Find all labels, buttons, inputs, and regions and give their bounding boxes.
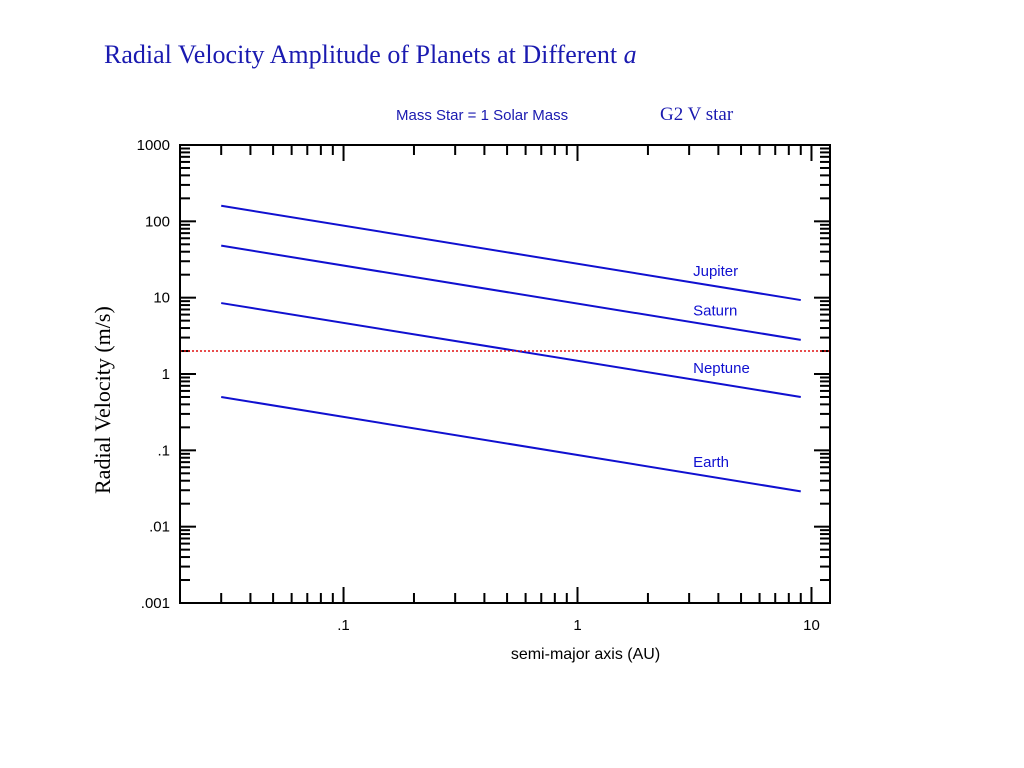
series-line-earth (221, 395, 801, 493)
series-label-saturn: Saturn (693, 303, 737, 320)
series-line-jupiter (221, 204, 801, 302)
chart-title-italic: a (623, 40, 637, 69)
y-tick-label: .01 (149, 519, 170, 536)
chart-subtitle: Mass Star = 1 Solar Mass (396, 107, 569, 124)
y-tick-label: 1 (162, 366, 170, 383)
x-axis-label: semi-major axis (AU) (511, 646, 660, 663)
y-tick-label: .1 (157, 442, 170, 459)
series-line-saturn (221, 244, 801, 341)
series-lines (180, 204, 830, 493)
x-tick-label: 1 (573, 617, 581, 634)
plot-frame (179, 144, 831, 604)
series-label-neptune: Neptune (693, 360, 750, 377)
series-label-earth: Earth (693, 454, 729, 471)
series-label-jupiter: Jupiter (693, 263, 738, 280)
y-tick-label: .001 (141, 595, 170, 612)
x-tick-label: 10 (803, 617, 820, 634)
y-tick-label: 10 (153, 290, 170, 307)
tick-labels: .1 1 10 .001 .01 .1 1 10 100 1000 (137, 137, 820, 634)
star-type-label: G2 V star (660, 104, 734, 125)
y-tick-label: 1000 (137, 137, 170, 154)
chart-title: Radial Velocity Amplitude of Planets at … (104, 40, 637, 69)
series-line-neptune (221, 302, 801, 398)
y-tick-label: 100 (145, 213, 170, 230)
series-labels: Jupiter Saturn Neptune Earth (693, 263, 750, 471)
x-tick-label: .1 (337, 617, 350, 634)
